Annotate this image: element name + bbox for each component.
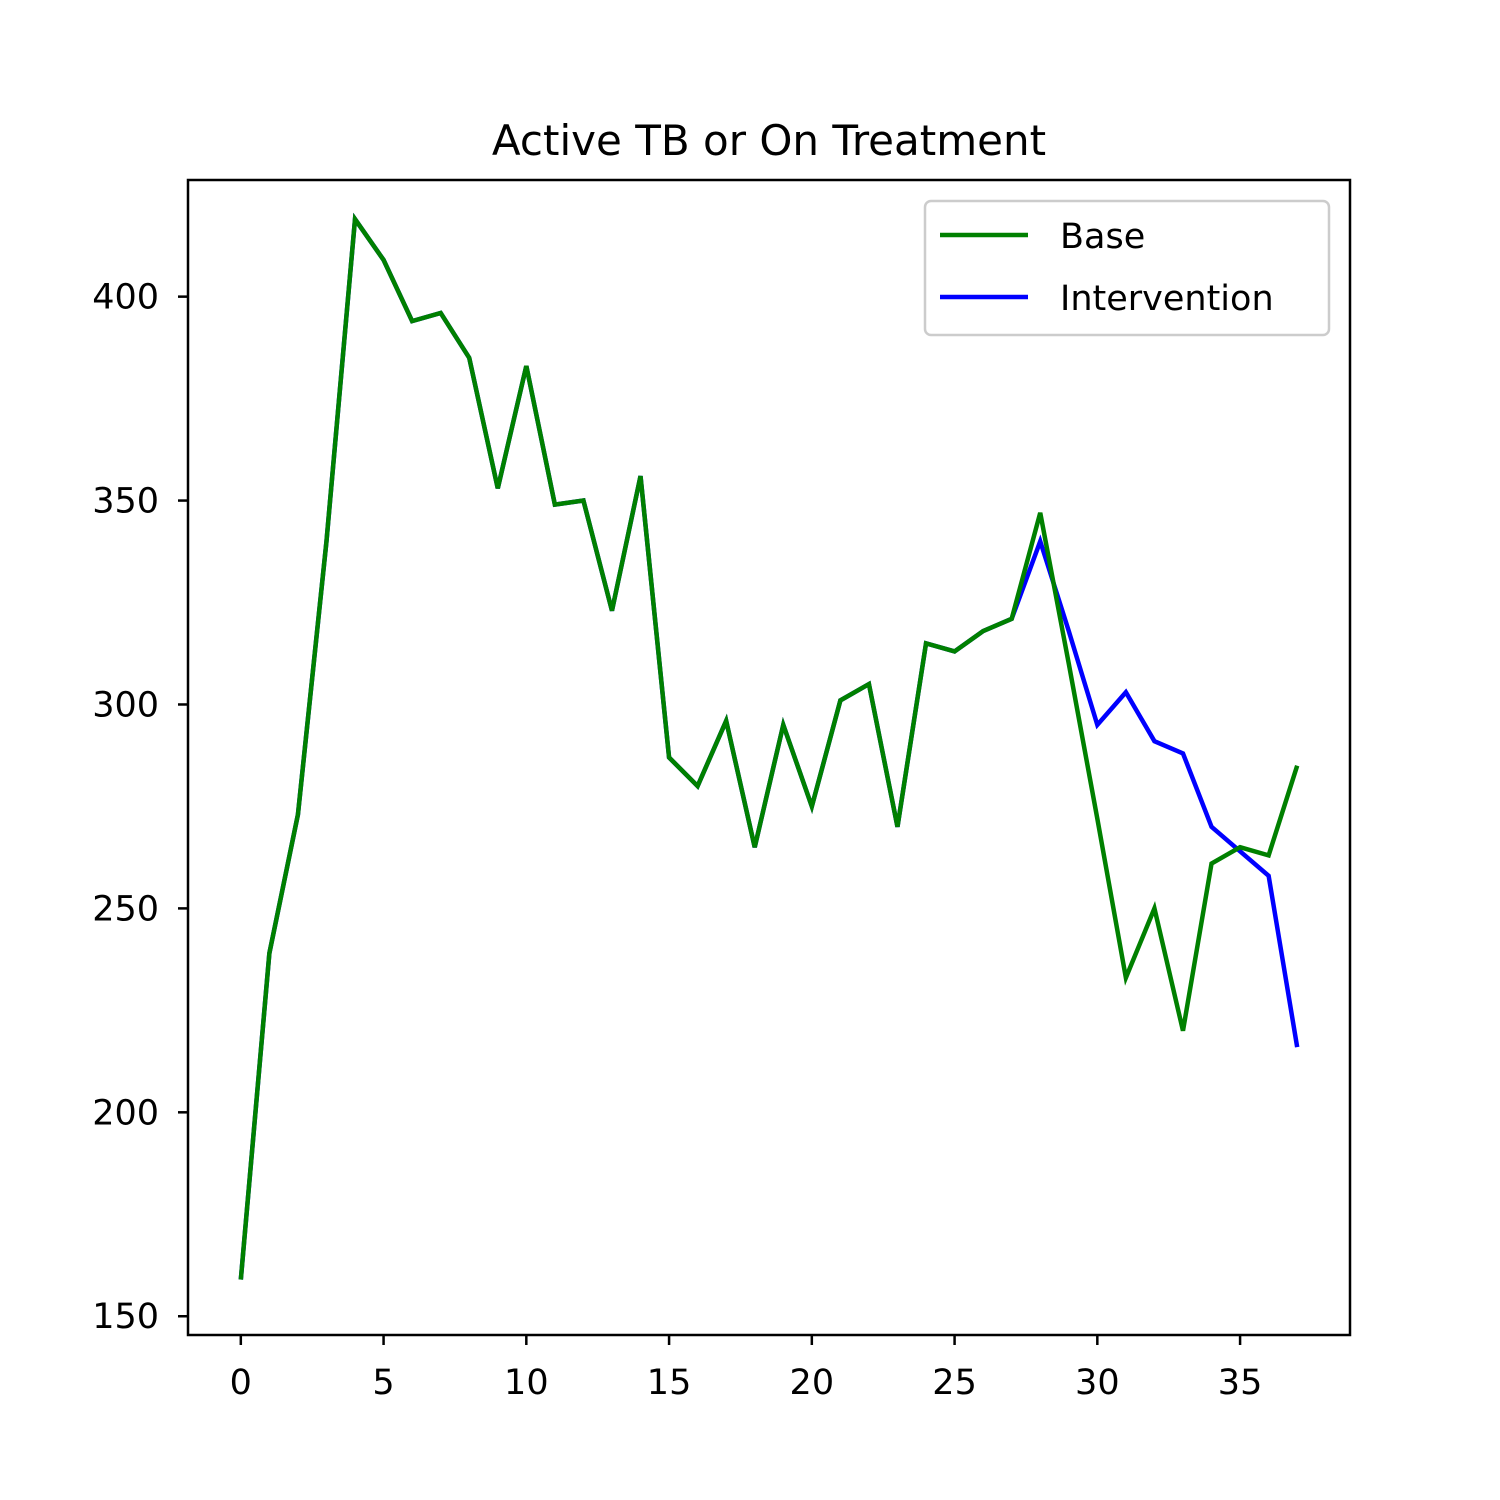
x-tick-label: 5	[372, 1363, 394, 1403]
series-layer	[238, 212, 1300, 1280]
plot-frame	[186, 178, 1352, 1337]
x-tick-label: 20	[790, 1363, 835, 1403]
y-tick-label: 300	[92, 685, 159, 725]
y-tick-label: 400	[92, 278, 159, 318]
x-tick-label: 10	[504, 1363, 549, 1403]
legend-label-intervention: Intervention	[1060, 279, 1274, 319]
x-tick-label: 15	[647, 1363, 692, 1403]
legend: Base Intervention	[923, 199, 1331, 337]
y-tick-label: 350	[92, 482, 159, 522]
x-tick-label: 30	[1075, 1363, 1120, 1403]
y-axis: 150 200 250 300 350 400	[92, 278, 188, 1337]
legend-label-base: Base	[1060, 217, 1145, 257]
y-tick-label: 250	[92, 889, 159, 929]
chart-title: Active TB or On Treatment	[492, 116, 1046, 165]
x-tick-label: 0	[230, 1363, 252, 1403]
series-line-base	[238, 212, 1300, 1280]
x-tick-label: 35	[1218, 1363, 1263, 1403]
x-axis: 0 5 10 15 20 25 30 35	[230, 1335, 1263, 1403]
x-tick-label: 25	[932, 1363, 977, 1403]
y-tick-label: 200	[92, 1093, 159, 1133]
y-tick-label: 150	[92, 1297, 159, 1337]
